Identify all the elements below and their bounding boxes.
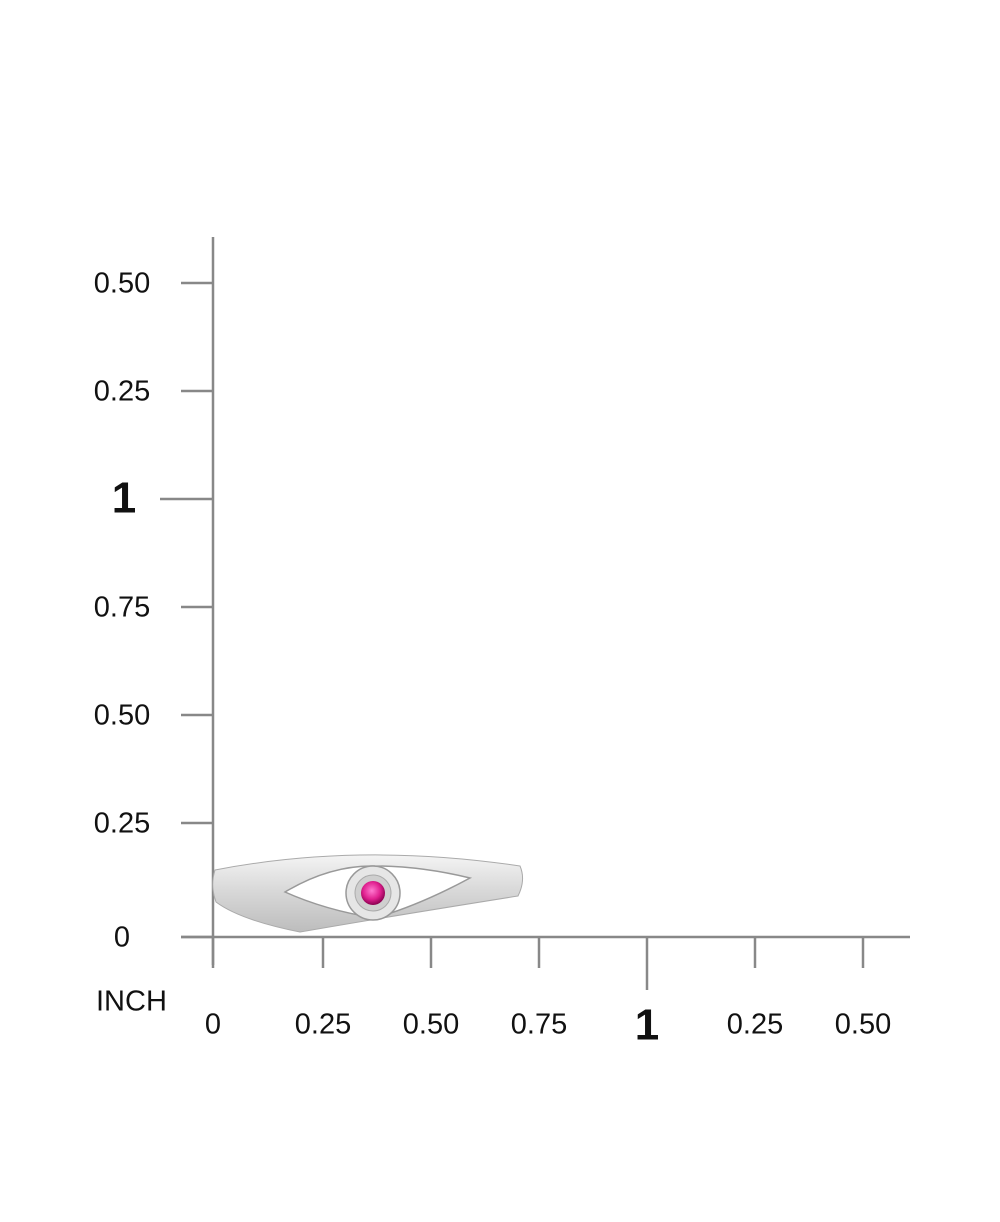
y-tick-label: 0.25 — [94, 808, 150, 840]
x-tick-label: 0.50 — [403, 1009, 459, 1041]
x-tick-label: 0.50 — [835, 1009, 891, 1041]
ring — [212, 854, 524, 933]
x-tick-label: 0.75 — [511, 1009, 567, 1041]
y-tick-label: 0 — [114, 922, 130, 954]
unit-label: INCH — [96, 986, 167, 1018]
y-tick-label: 0.50 — [94, 268, 150, 300]
y-tick-label: 0.75 — [94, 592, 150, 624]
x-tick-label: 1 — [635, 1001, 659, 1050]
x-tick-label: 0.25 — [295, 1009, 351, 1041]
y-tick-label: 0.25 — [94, 376, 150, 408]
y-tick-label: 0.50 — [94, 700, 150, 732]
y-tick-label: 1 — [112, 474, 136, 523]
x-tick-label: 0 — [205, 1009, 221, 1041]
x-tick-label: 0.25 — [727, 1009, 783, 1041]
